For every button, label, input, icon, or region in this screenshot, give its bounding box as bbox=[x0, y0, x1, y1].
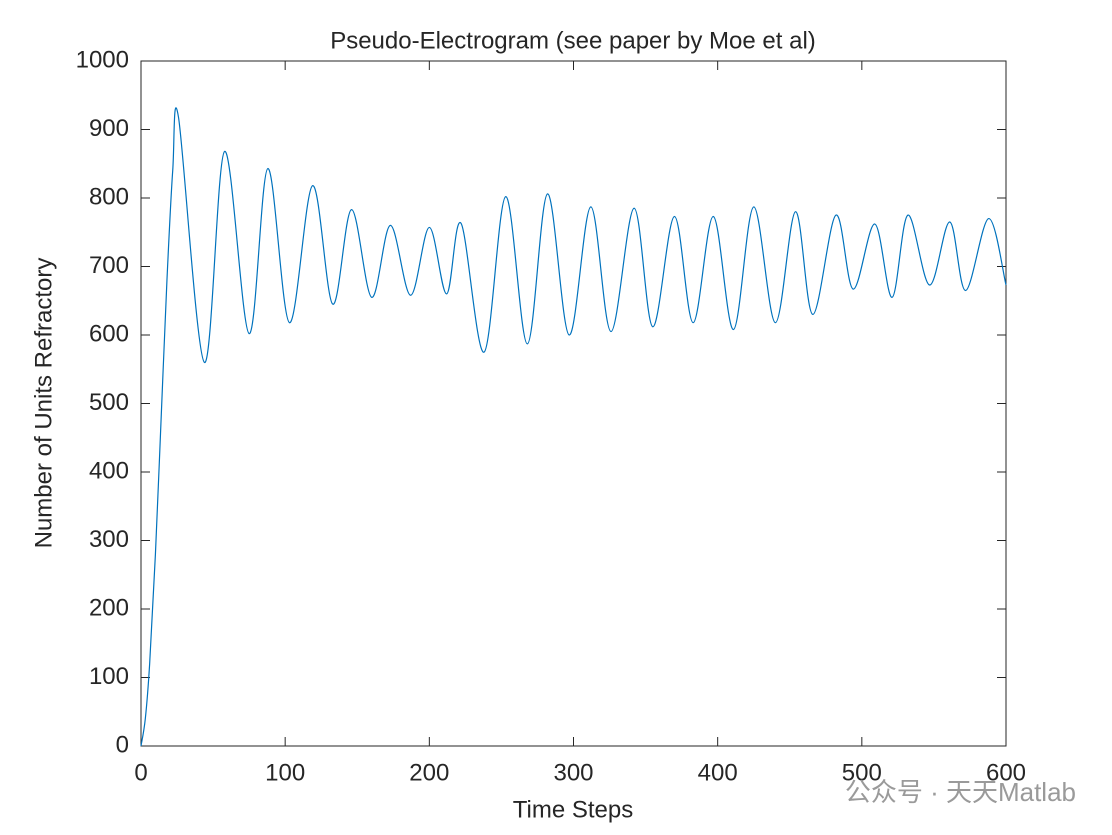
y-tick-label: 500 bbox=[89, 389, 129, 416]
data-line bbox=[140, 107, 1007, 747]
x-tick-label: 100 bbox=[265, 759, 305, 786]
y-tick-label: 900 bbox=[89, 115, 129, 142]
watermark: 公众号 · 天天Matlab bbox=[845, 777, 1076, 807]
y-tick-label: 700 bbox=[89, 252, 129, 279]
y-tick-label: 800 bbox=[89, 183, 129, 210]
x-tick-label: 300 bbox=[553, 759, 593, 786]
y-tick-label: 300 bbox=[89, 526, 129, 553]
x-tick-label: 600 bbox=[986, 759, 1026, 786]
y-axis-label: Number of Units Refractory bbox=[30, 258, 57, 549]
x-tick-label: 500 bbox=[842, 759, 882, 786]
y-tick-label: 0 bbox=[116, 731, 129, 758]
x-tick-label: 200 bbox=[409, 759, 449, 786]
plot-box bbox=[140, 60, 1007, 747]
y-tick-label: 200 bbox=[89, 594, 129, 621]
y-tick-label: 400 bbox=[89, 457, 129, 484]
chart-title: Pseudo-Electrogram (see paper by Moe et … bbox=[330, 27, 816, 54]
y-tick-label: 1000 bbox=[76, 46, 129, 73]
x-tick-label: 0 bbox=[134, 759, 147, 786]
y-tick-label: 100 bbox=[89, 663, 129, 690]
x-axis-label: Time Steps bbox=[513, 796, 633, 823]
y-tick-label: 600 bbox=[89, 320, 129, 347]
x-tick-label: 400 bbox=[698, 759, 738, 786]
